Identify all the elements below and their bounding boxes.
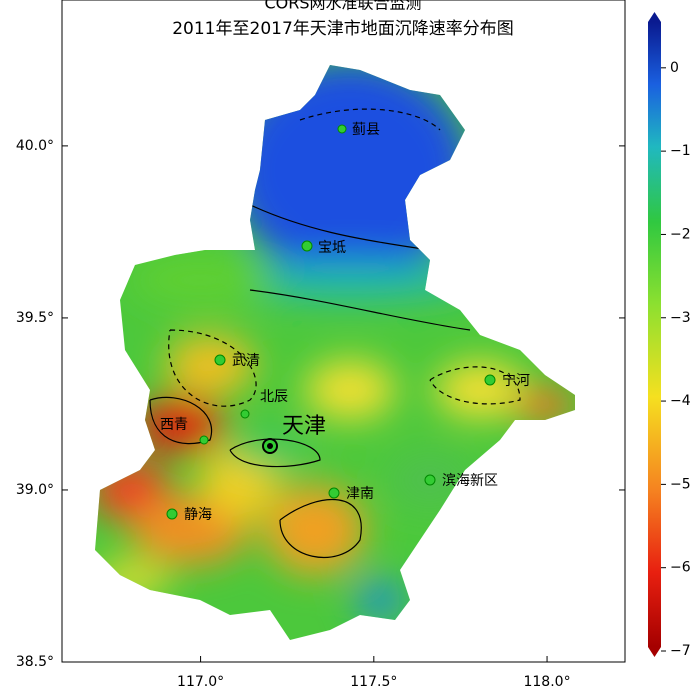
colorbar-tick-label: −4 xyxy=(670,393,691,409)
colorbar-arrow xyxy=(648,647,661,657)
colorbar-tick-label: −2 xyxy=(670,226,691,242)
place-marker xyxy=(484,374,496,386)
x-tick-label: 117.0° xyxy=(177,674,224,690)
colorbar-tick-label: −5 xyxy=(670,476,691,492)
y-tick-label: 39.0° xyxy=(16,482,54,498)
place-marker xyxy=(240,409,250,419)
place-label: 静海 xyxy=(184,507,212,523)
place-label: 津南 xyxy=(346,486,374,502)
colorbar-tick-label: 0 xyxy=(670,60,679,76)
title: CORS网水准联合监测 xyxy=(264,0,421,13)
place-marker xyxy=(267,443,273,449)
y-tick-label: 40.0° xyxy=(16,138,54,154)
place-marker xyxy=(199,435,209,445)
place-label: 蓟县 xyxy=(352,122,380,138)
colorbar-tick-label: −7 xyxy=(670,643,691,659)
x-tick-label: 117.5° xyxy=(350,674,397,690)
place-marker xyxy=(214,354,226,366)
place-label: 北辰 xyxy=(260,389,288,405)
place-marker xyxy=(337,124,347,134)
colorbar-tick-label: −3 xyxy=(670,310,691,326)
places: 蓟县 宝坻 武清 北辰 西青 天津 宁河 滨海新区 津南 静海 xyxy=(160,122,530,523)
place-marker xyxy=(424,474,436,486)
place-marker xyxy=(301,240,313,252)
place-label: 宁河 xyxy=(502,372,530,389)
colorbar xyxy=(648,22,661,647)
place-label: 西青 xyxy=(160,417,188,433)
x-tick-label: 118.0° xyxy=(523,674,570,690)
y-tick-label: 39.5° xyxy=(16,310,54,326)
colorbar-tick-label: −1 xyxy=(670,143,691,159)
place-label: 武清 xyxy=(232,353,260,369)
place-marker xyxy=(166,508,178,520)
place-marker xyxy=(328,487,340,499)
place-label: 宝坻 xyxy=(318,240,346,256)
place-label: 滨海新区 xyxy=(442,473,498,489)
place-label: 天津 xyxy=(282,414,326,439)
y-tick-label: 38.5° xyxy=(16,654,54,670)
subtitle: 2011年至2017年天津市地面沉降速率分布图 xyxy=(172,19,514,39)
colorbar-arrow xyxy=(648,12,661,22)
colorbar-tick-label: −6 xyxy=(670,560,691,576)
